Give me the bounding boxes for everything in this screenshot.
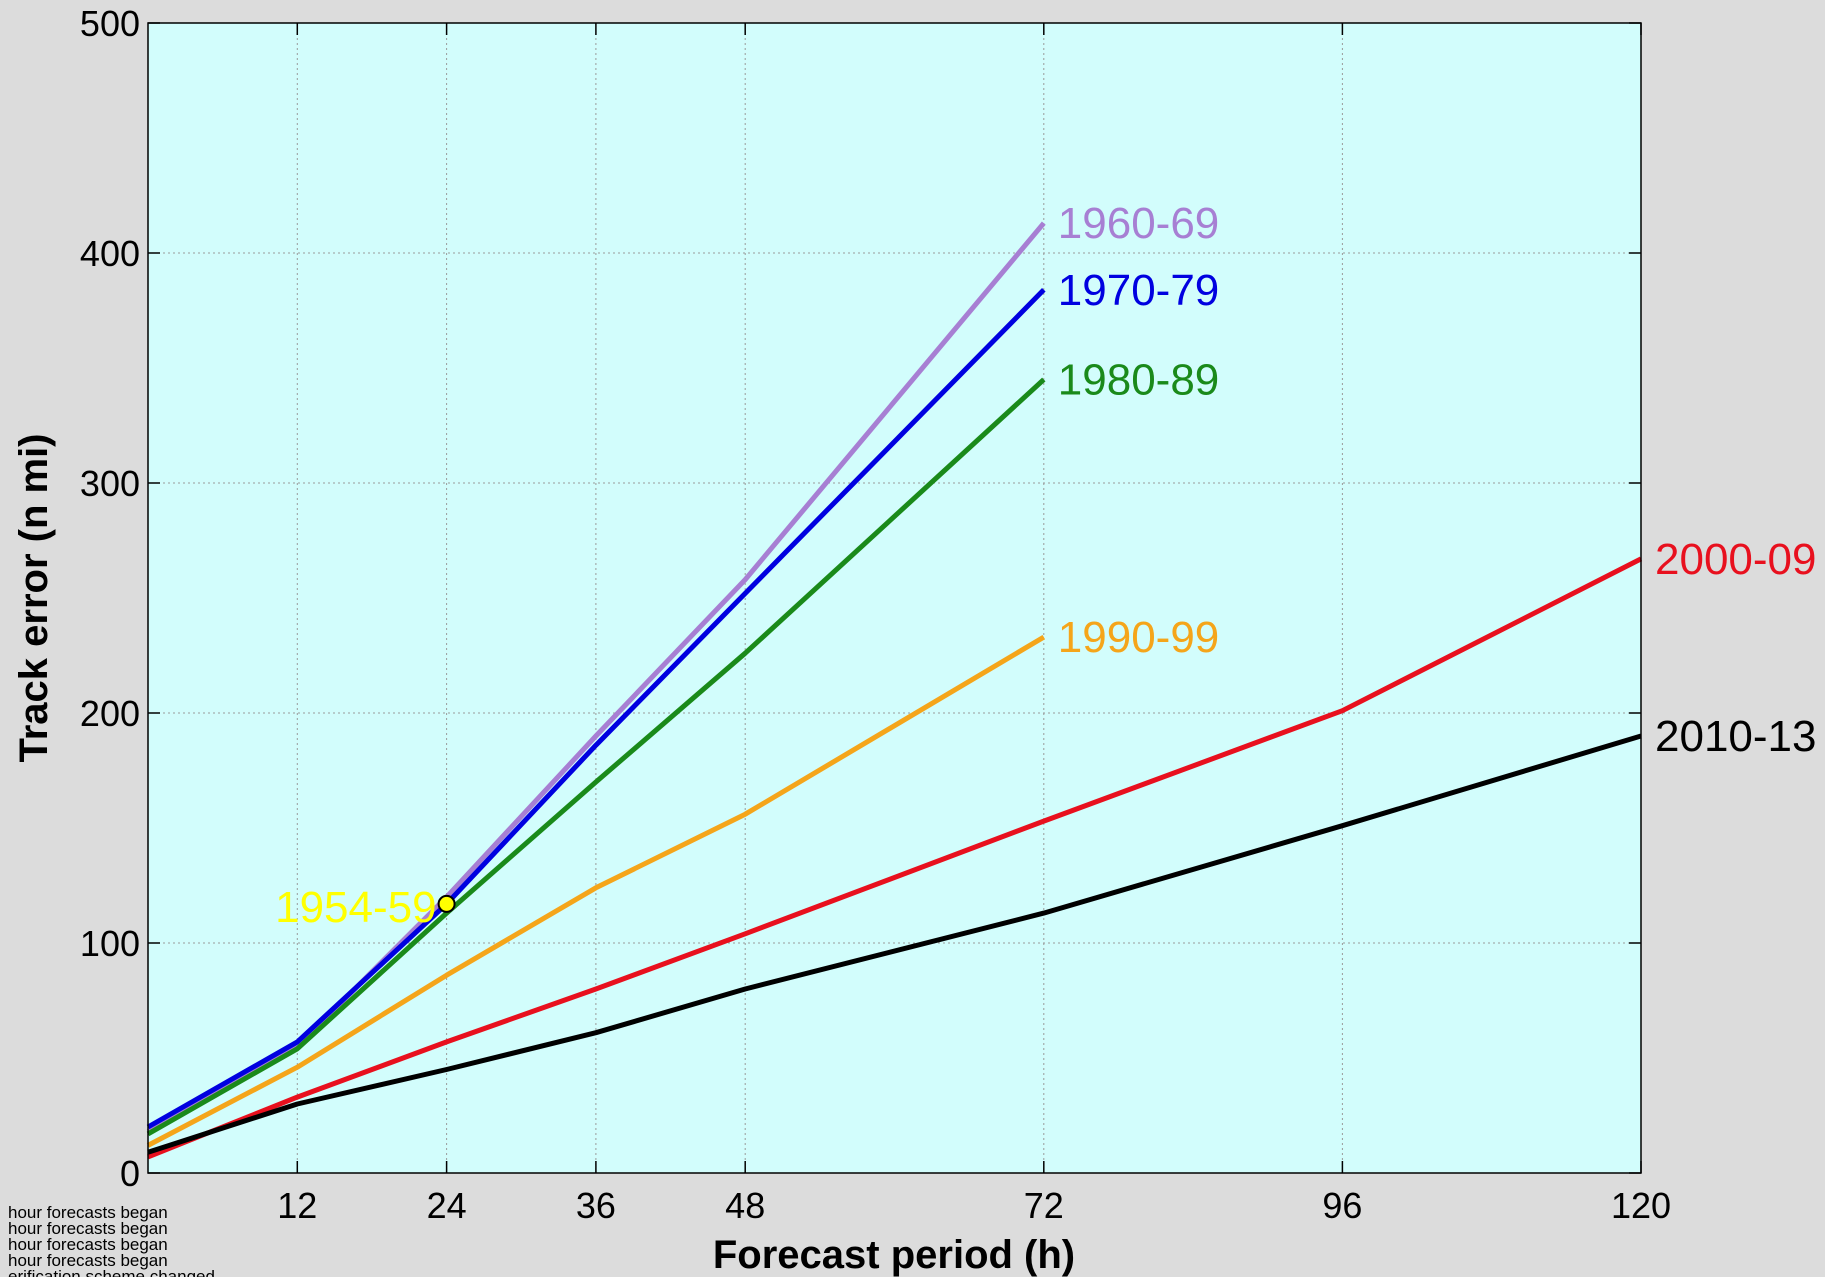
footnote-line: hour forecasts began xyxy=(8,1219,168,1238)
footnote-line: hour forecasts began xyxy=(8,1251,168,1270)
y-tick-label-200: 200 xyxy=(80,693,140,734)
y-tick-label-500: 500 xyxy=(80,3,140,44)
series-line-1970-79 xyxy=(146,288,1046,1130)
y-tick-label-400: 400 xyxy=(80,233,140,274)
axis-ticks: 12 24 36 48 72 96 120 0 100 200 300 400 500 xyxy=(80,3,1671,1226)
point-marker-1954-59 xyxy=(437,894,456,913)
series-line-1980-89 xyxy=(146,377,1046,1137)
plot-area xyxy=(148,23,1641,1173)
y-tick-label-300: 300 xyxy=(80,463,140,504)
x-tick-label-48: 48 xyxy=(725,1185,765,1226)
footnote-line: erification scheme changed xyxy=(8,1267,215,1277)
x-axis-title: Forecast period (h) xyxy=(713,1233,1075,1277)
x-tick-label-12: 12 xyxy=(277,1185,317,1226)
x-tick-label-24: 24 xyxy=(427,1185,467,1226)
series-line-2010-13 xyxy=(147,733,1642,1155)
point-label-1954-59: 1954-59 xyxy=(275,883,436,932)
series-label-2010-13: 2010-13 xyxy=(1655,712,1816,761)
y-tick-label-100: 100 xyxy=(80,923,140,964)
x-tick-label-96: 96 xyxy=(1322,1185,1362,1226)
series-label-1960-69: 1960-69 xyxy=(1058,199,1219,248)
series-line-1990-99 xyxy=(146,634,1046,1148)
series-line-2000-09 xyxy=(147,556,1643,1160)
series-label-1990-99: 1990-99 xyxy=(1058,613,1219,662)
footnote-line: hour forecasts began xyxy=(8,1203,168,1222)
x-tick-label-36: 36 xyxy=(576,1185,616,1226)
series-label-2000-09: 2000-09 xyxy=(1655,535,1816,584)
x-tick-label-72: 72 xyxy=(1024,1185,1064,1226)
plot-frame xyxy=(147,22,1642,1174)
x-tick-label-120: 120 xyxy=(1611,1185,1671,1226)
footnote-line: hour forecasts began xyxy=(8,1235,168,1254)
y-axis-title: Track error (n mi) xyxy=(12,433,56,762)
series-lines xyxy=(146,221,1643,1160)
series-label-1970-79: 1970-79 xyxy=(1058,266,1219,315)
series-labels: 1960-69 1970-79 1980-89 1990-99 2000-09 2010-… xyxy=(275,199,1816,932)
series-label-1980-89: 1980-89 xyxy=(1058,356,1219,405)
y-tick-label-0: 0 xyxy=(120,1153,140,1194)
